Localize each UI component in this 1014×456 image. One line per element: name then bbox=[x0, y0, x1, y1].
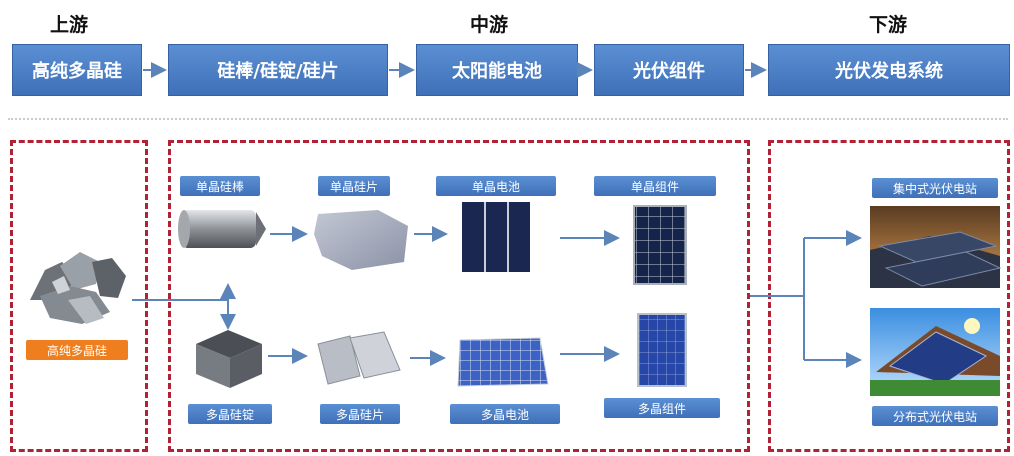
midstream-heading: 中游 bbox=[470, 14, 509, 36]
poly-row-arrows bbox=[268, 346, 620, 366]
tag-centralized-plant: 集中式光伏电站 bbox=[872, 178, 998, 198]
flow-box-silicon-wafer: 硅棒/硅锭/硅片 bbox=[168, 44, 388, 96]
tag-mono-module: 单晶组件 bbox=[594, 176, 716, 196]
tag-mono-wafer: 单晶硅片 bbox=[318, 176, 390, 196]
midstream-group bbox=[168, 140, 750, 452]
poly-module-image bbox=[637, 313, 687, 387]
flow-box-pv-system: 光伏发电系统 bbox=[768, 44, 1010, 96]
mono-ingot-image bbox=[178, 210, 266, 248]
upstream-group bbox=[10, 140, 148, 452]
tag-poly-cell: 多晶电池 bbox=[450, 404, 560, 424]
upstream-heading: 上游 bbox=[50, 14, 89, 36]
mono-wafer-image bbox=[314, 210, 408, 270]
tag-poly-wafer: 多晶硅片 bbox=[320, 404, 400, 424]
mono-row-arrows bbox=[270, 226, 620, 246]
tag-mono-cell: 单晶电池 bbox=[436, 176, 556, 196]
tag-poly-module: 多晶组件 bbox=[604, 398, 720, 418]
poly-wafer-image bbox=[317, 331, 401, 385]
tag-polysilicon: 高纯多晶硅 bbox=[26, 340, 128, 360]
downstream-connector bbox=[750, 230, 862, 368]
polysilicon-chunks-image bbox=[30, 252, 126, 324]
tag-distributed-plant: 分布式光伏电站 bbox=[872, 406, 998, 426]
flow-box-polysilicon: 高纯多晶硅 bbox=[12, 44, 142, 96]
section-divider bbox=[8, 118, 1008, 120]
tag-mono-ingot: 单晶硅棒 bbox=[180, 176, 260, 196]
tag-poly-ingot: 多晶硅锭 bbox=[188, 404, 272, 424]
flow-box-solar-cell: 太阳能电池 bbox=[416, 44, 578, 96]
centralized-plant-image bbox=[870, 206, 1002, 288]
downstream-heading: 下游 bbox=[869, 14, 908, 36]
mono-module-image bbox=[633, 205, 687, 285]
mono-cell-image bbox=[462, 202, 530, 272]
distributed-plant-image bbox=[870, 308, 1000, 396]
poly-cell-image bbox=[457, 337, 549, 387]
poly-ingot-image bbox=[196, 330, 262, 388]
upstream-connector bbox=[132, 283, 236, 330]
flow-box-pv-module: 光伏组件 bbox=[594, 44, 744, 96]
